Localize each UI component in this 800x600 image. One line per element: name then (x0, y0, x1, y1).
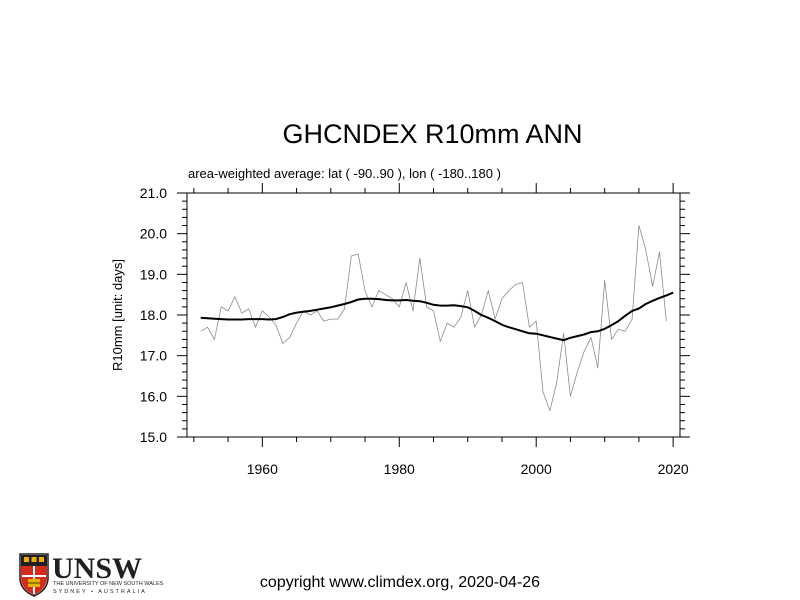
y-tick-label: 17.0 (140, 348, 167, 364)
logo-university-line: THE UNIVERSITY OF NEW SOUTH WALES (53, 581, 164, 587)
annual-series-line (200, 225, 667, 412)
y-tick-label: 20.0 (140, 226, 167, 242)
y-tick-label: 21.0 (140, 185, 167, 201)
series-group (200, 225, 674, 412)
axis-ticks (177, 183, 690, 447)
unsw-logo: UNSW THE UNIVERSITY OF NEW SOUTH WALES S… (18, 552, 163, 597)
y-tick-label: 19.0 (140, 266, 167, 282)
logo-location-line: SYDNEY • AUSTRALIA (53, 589, 147, 595)
y-tick-label: 15.0 (140, 429, 167, 445)
university-crest-icon (19, 553, 49, 597)
x-tick-label: 2020 (658, 461, 689, 477)
chart-title: GHCNDEX R10mm ANN (282, 119, 583, 149)
y-axis-label: R10mm [unit: days] (110, 259, 125, 371)
y-tick-label: 16.0 (140, 388, 167, 404)
x-tick-label: 1960 (247, 461, 278, 477)
logo-wordmark: UNSW (52, 552, 143, 585)
chart-subtitle: area-weighted average: lat ( -90..90 ), … (188, 166, 501, 181)
y-tick-label: 18.0 (140, 307, 167, 323)
smoothed-series-line (200, 291, 674, 342)
copyright-notice: copyright www.climdex.org, 2020-04-26 (259, 574, 541, 591)
x-tick-label: 2000 (521, 461, 552, 477)
tick-labels: 1960 1980 2000 2020 15.0 16.0 17.0 18.0 19.0 20.0… (140, 185, 689, 477)
x-tick-label: 1980 (384, 461, 415, 477)
